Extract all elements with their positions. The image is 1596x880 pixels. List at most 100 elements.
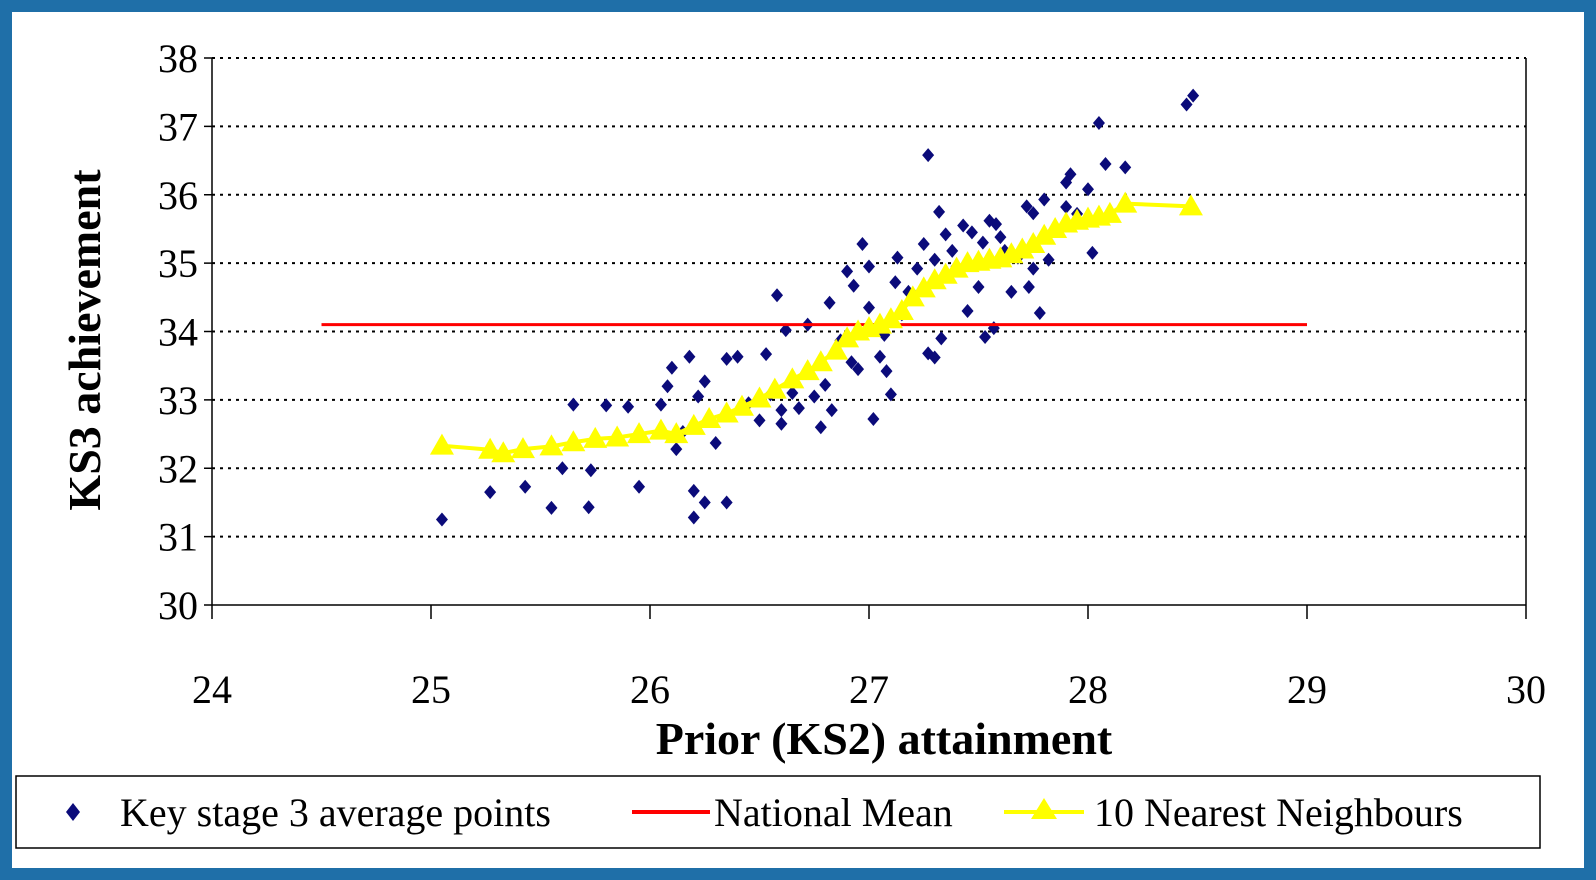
data-point <box>819 377 832 392</box>
data-point <box>847 278 860 293</box>
data-point <box>814 420 827 435</box>
data-point <box>994 230 1007 245</box>
data-point <box>760 347 773 362</box>
data-point <box>935 331 948 346</box>
data-point <box>567 397 580 412</box>
data-point <box>545 500 558 515</box>
plot-marks <box>321 88 1307 527</box>
data-point <box>582 500 595 515</box>
data-point <box>753 413 766 428</box>
data-point <box>698 495 711 510</box>
data-point <box>692 389 705 404</box>
neighbours-line <box>441 201 1192 456</box>
data-point <box>1092 115 1105 130</box>
neighbour-point <box>944 256 969 278</box>
data-point <box>873 349 886 364</box>
neighbour-point <box>478 437 503 459</box>
data-point <box>845 355 858 370</box>
neighbour-point <box>1113 191 1138 213</box>
neighbour-point <box>889 298 914 320</box>
data-point <box>584 463 597 478</box>
data-point <box>731 349 744 364</box>
data-point <box>1086 245 1099 260</box>
legend-label-points: Key stage 3 average points <box>120 790 551 835</box>
legend-diamond-icon <box>66 803 80 821</box>
data-point <box>654 397 667 412</box>
data-point <box>792 401 805 416</box>
data-point <box>683 349 696 364</box>
neighbour-point <box>539 434 564 456</box>
data-point <box>841 264 854 279</box>
data-point <box>825 403 838 418</box>
data-point <box>933 204 946 219</box>
neighbour-point <box>780 367 805 389</box>
data-point <box>1005 284 1018 299</box>
x-tick-label: 27 <box>849 667 889 712</box>
y-tick-label: 37 <box>158 104 198 149</box>
data-point <box>946 243 959 258</box>
x-tick-label: 26 <box>630 667 670 712</box>
data-point <box>687 510 700 525</box>
neighbour-point <box>824 338 849 360</box>
legend-item-points: Key stage 3 average points <box>66 790 551 835</box>
neighbour-point <box>627 422 652 444</box>
data-point <box>519 479 532 494</box>
neighbour-point <box>664 422 689 444</box>
neighbour-point <box>1178 194 1203 216</box>
y-axis-title: KS3 achievement <box>59 169 110 511</box>
data-point <box>1082 182 1094 197</box>
legend-box <box>15 775 1541 849</box>
neighbour-point <box>729 394 754 416</box>
data-point <box>779 323 792 338</box>
data-point <box>891 250 904 265</box>
data-point <box>1020 199 1033 214</box>
neighbour-point <box>1021 231 1046 253</box>
data-point <box>1099 156 1112 171</box>
data-point <box>928 252 941 267</box>
neighbour-point <box>681 413 706 435</box>
x-axis-title: Prior (KS2) attainment <box>656 713 1113 764</box>
neighbour-point <box>1010 237 1035 259</box>
data-point <box>884 387 897 402</box>
data-point <box>1038 192 1051 207</box>
neighbour-point <box>605 425 630 447</box>
neighbour-point <box>429 433 454 455</box>
data-point <box>771 288 784 303</box>
y-tick-label: 33 <box>158 378 198 423</box>
neighbour-point <box>1097 201 1122 223</box>
data-point <box>661 379 674 394</box>
x-tick-label: 24 <box>192 667 232 712</box>
data-point <box>1187 88 1200 103</box>
neighbour-point <box>714 401 739 423</box>
data-point <box>867 412 880 427</box>
x-tick-label: 28 <box>1068 667 1108 712</box>
data-point <box>698 374 711 389</box>
y-tick-label: 34 <box>158 310 198 355</box>
data-point <box>880 364 893 379</box>
data-point <box>976 235 989 250</box>
data-point <box>808 389 821 404</box>
x-tick-labels: 24 25 26 27 28 29 30 <box>192 667 1546 712</box>
data-point <box>1119 160 1132 175</box>
y-tick-label: 38 <box>158 36 198 81</box>
data-point <box>670 442 683 457</box>
legend-item-neighbours: 10 Nearest Neighbours <box>1004 790 1463 835</box>
data-point <box>863 259 875 274</box>
data-point <box>965 225 978 240</box>
neighbour-point <box>911 276 936 298</box>
legend-label-neighbours: 10 Nearest Neighbours <box>1094 790 1463 835</box>
neighbour-point <box>835 326 860 348</box>
data-point <box>720 351 733 366</box>
y-tick-label: 36 <box>158 173 198 218</box>
data-point <box>852 362 865 377</box>
data-point <box>1033 306 1046 321</box>
neighbour-point <box>747 386 772 408</box>
neighbour-point <box>867 312 892 334</box>
y-tick-labels: 30 31 32 33 34 35 36 37 38 <box>158 36 198 628</box>
data-point <box>1064 167 1077 182</box>
data-point <box>622 399 635 414</box>
y-tick-label: 32 <box>158 446 198 491</box>
data-point <box>1022 280 1035 295</box>
legend-label-mean: National Mean <box>714 790 953 835</box>
